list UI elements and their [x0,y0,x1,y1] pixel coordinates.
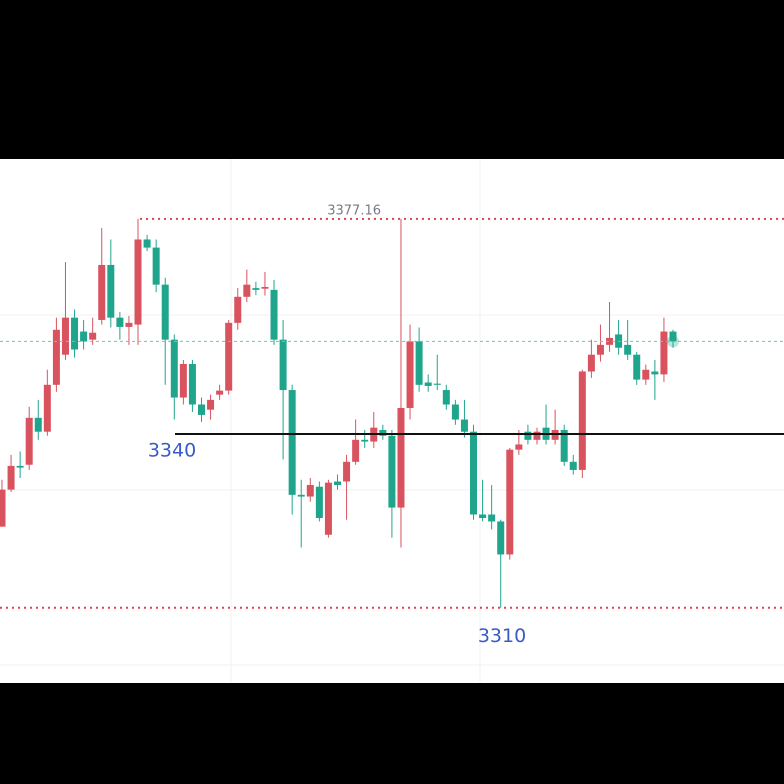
candle-body [25,417,33,465]
candle-body [361,439,369,442]
candle-body [179,363,187,398]
candle-body [488,514,496,522]
level-label: 3377.16 [327,203,381,218]
candle-body [143,239,151,248]
candle-body [315,486,323,518]
candle-body [343,461,351,482]
candle-body [569,461,577,470]
candle-body [80,331,88,342]
candle-body [479,514,487,518]
candle-body [98,264,106,320]
candle-body [451,404,459,420]
level-label: 3310 [478,625,526,647]
candle-body [288,390,296,495]
candle-body [89,332,97,340]
candle-body [433,383,441,385]
candle-body [442,390,450,405]
candle-body [170,339,178,398]
candle-body [324,482,332,535]
candle-body [270,289,278,340]
last-price-glow [667,335,679,348]
candle-body [107,264,115,318]
candle-body [52,329,60,385]
candle-body [306,484,314,497]
candle-body [252,288,260,290]
candle-body [216,390,224,395]
candle-body [134,239,142,325]
candle-body [606,337,614,345]
candle-body [16,465,24,468]
candle-body [43,384,51,432]
candle-body [524,431,532,440]
candle-body [397,407,405,508]
candle-body [188,363,196,405]
candle-body [225,322,233,391]
candle-body [125,322,133,327]
candle-body [669,331,677,342]
candle-body [207,399,215,410]
candle-body [515,444,523,450]
candle-body [7,465,15,490]
candle-body [470,431,478,515]
level-label: 3340 [148,440,196,462]
candle-body [651,371,659,375]
candle-body [497,521,505,555]
candle-body [334,481,341,485]
candle-body [161,284,169,340]
candle-body [197,404,205,415]
candle-body [633,354,641,380]
candle-body [642,369,650,380]
candle-body [506,449,514,555]
candle-body [388,435,396,508]
candle-body [152,247,160,285]
candle-body [560,429,568,462]
candle-body [352,439,360,462]
candle-body [234,296,242,323]
candle-body [243,284,251,297]
candle-body [415,341,423,385]
candle-body [297,494,305,497]
candle-body [406,341,414,408]
candle-body [34,417,42,432]
candle-body [533,431,541,440]
candle-body [624,344,632,355]
bottom-bar [0,683,784,784]
candle-body [587,354,595,372]
top-bar [0,0,784,159]
candle-body [460,419,468,432]
candle-body [61,317,69,355]
candle-body [71,317,79,350]
candle-body [261,286,269,289]
candle-body [116,317,124,327]
candle-body [379,429,387,436]
candle-body [279,339,287,391]
candle-body [596,344,604,355]
candle-body [424,382,432,386]
candle-body [578,371,586,470]
candle-body [660,331,668,375]
candle-body [0,489,6,527]
plot-area [0,159,784,683]
